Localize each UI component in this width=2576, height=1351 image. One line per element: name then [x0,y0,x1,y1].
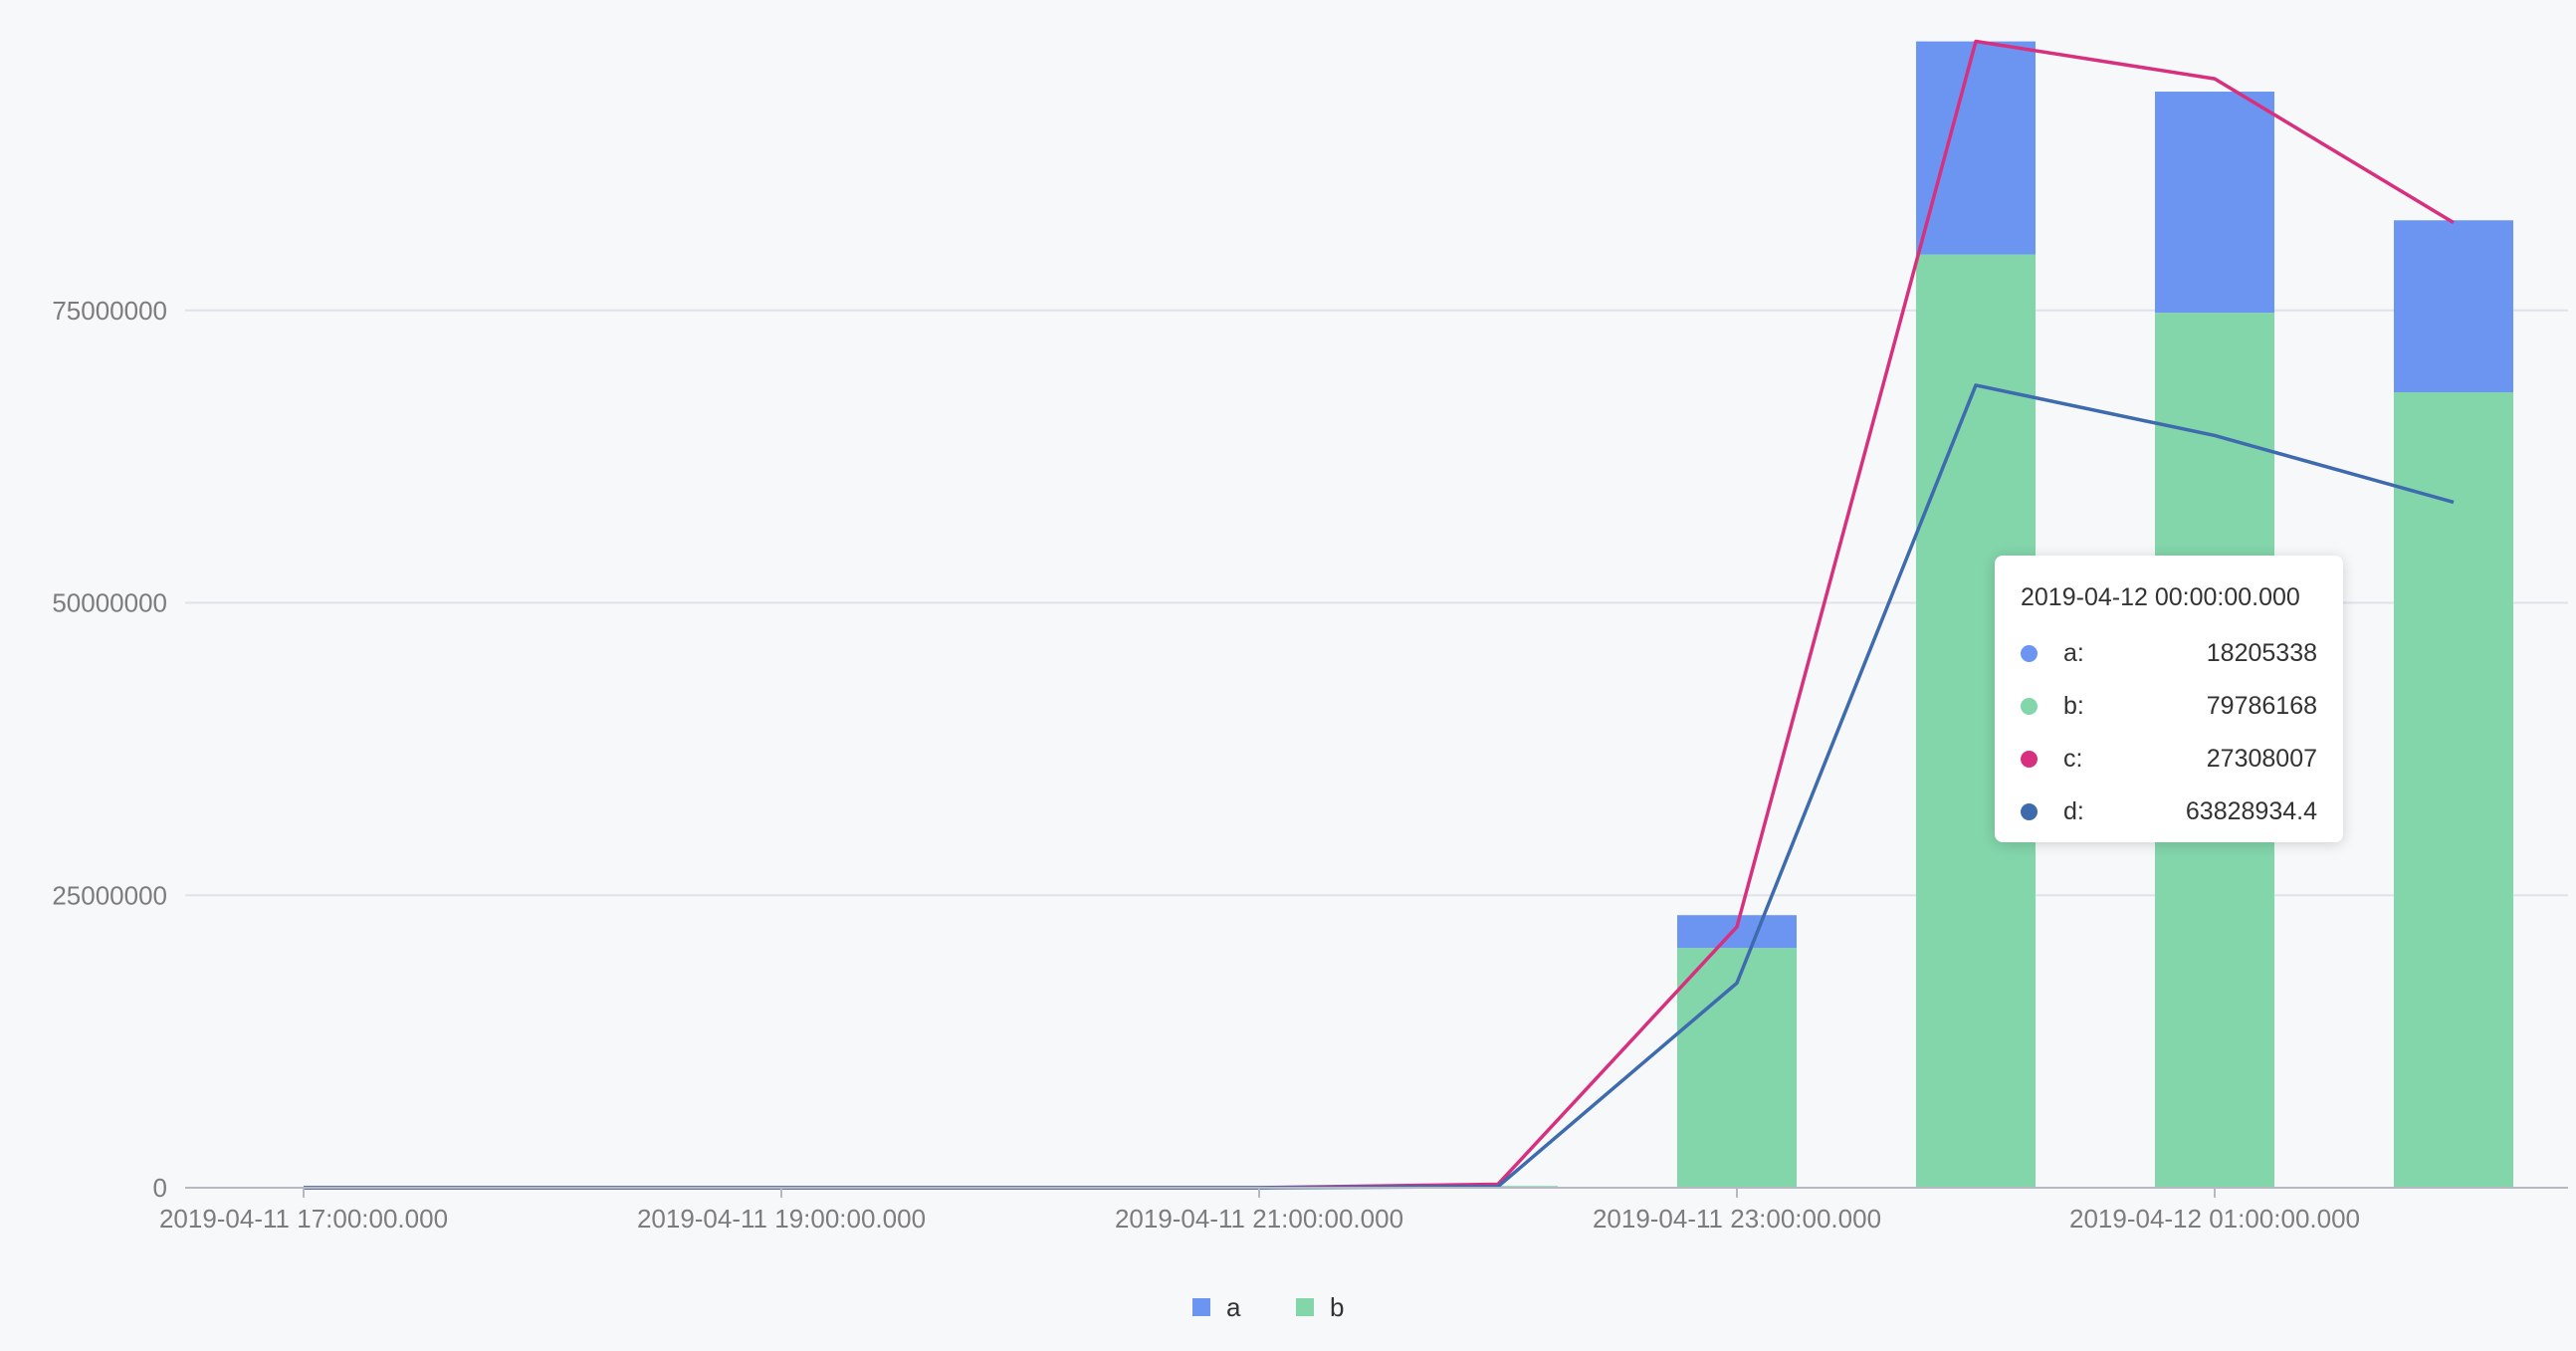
tooltip-marker-d [2021,803,2038,820]
x-tick-label: 2019-04-11 23:00:00.000 [1593,1204,1881,1234]
x-tick-label: 2019-04-11 21:00:00.000 [1115,1204,1403,1234]
bar-series-layer [1438,41,2513,1189]
bar-b[interactable] [1677,948,1797,1188]
tooltip-series-value: 27308007 [2206,745,2317,773]
tooltip-series-name: d: [2063,797,2084,825]
y-tick-label: 50000000 [52,588,167,618]
tooltip-series-value: 18205338 [2206,639,2317,667]
y-tick-label: 0 [153,1173,167,1203]
tooltip-marker-a [2021,645,2038,662]
tooltip-row-c: c: 27308007 [2021,733,2317,786]
tooltip: 2019-04-12 00:00:00.000 a: 18205338 b: 7… [1995,556,2343,842]
bar-a[interactable] [2394,220,2513,392]
tooltip-row-b: b: 79786168 [2021,680,2317,733]
tooltip-series-value: 79786168 [2206,692,2317,720]
tooltip-marker-b [2021,698,2038,715]
bar-a[interactable] [1916,41,2036,255]
x-tick-label: 2019-04-11 17:00:00.000 [159,1204,448,1234]
legend-swatch-b[interactable] [1296,1298,1314,1316]
bar-a[interactable] [2155,92,2274,314]
tooltip-series-name: c: [2063,745,2083,773]
tooltip-title: 2019-04-12 00:00:00.000 [2021,583,2300,611]
tooltip-series-name: a: [2063,639,2084,667]
legend-label-b[interactable]: b [1330,1292,1344,1322]
legend-label-a[interactable]: a [1226,1292,1241,1322]
x-tick-label: 2019-04-12 01:00:00.000 [2069,1204,2360,1234]
bar-b[interactable] [2394,392,2513,1188]
tooltip-series-name: b: [2063,692,2084,720]
tooltip-marker-c [2021,751,2038,768]
tooltip-row-a: a: 18205338 [2021,627,2317,680]
tooltip-series-value: 63828934.4 [2185,797,2317,825]
axes: 0 25000000 50000000 75000000 2019-04-11 17:0… [52,296,2568,1234]
tooltip-row-d: d: 63828934.4 [2021,786,2317,838]
y-tick-label: 25000000 [52,880,167,910]
x-tick-label: 2019-04-11 19:00:00.000 [637,1204,926,1234]
legend-swatch-a[interactable] [1192,1298,1210,1316]
y-tick-label: 75000000 [52,296,167,326]
bar-a[interactable] [1677,915,1797,949]
